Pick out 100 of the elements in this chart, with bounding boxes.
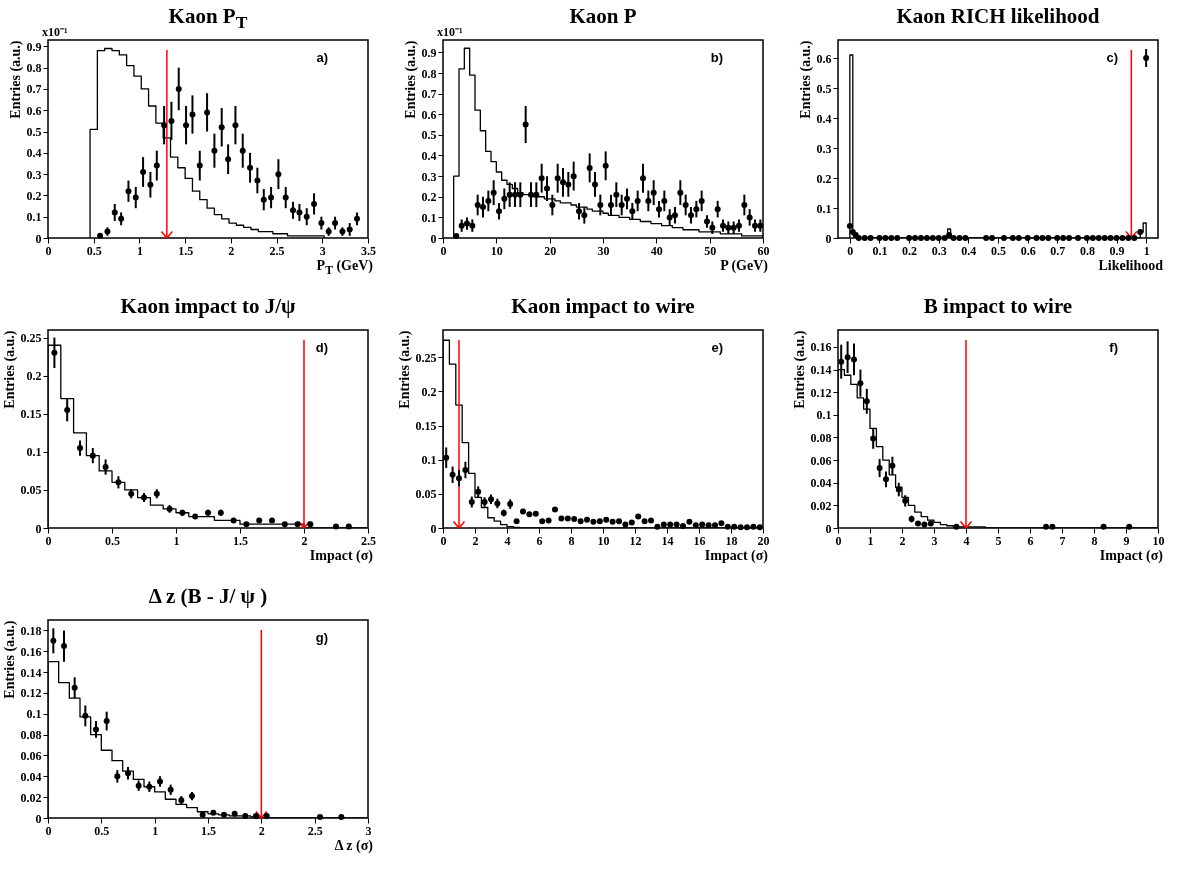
x-axis-title: P (GeV)	[720, 258, 768, 274]
y-tick-label: 0.05	[415, 487, 437, 502]
x-tick-label: 0	[440, 533, 447, 548]
y-tick-label: 0.14	[810, 363, 832, 378]
x-tick-label: 0.7	[1050, 243, 1066, 258]
x-tick-label: 1.5	[201, 823, 216, 838]
x-tick-label: 10	[597, 533, 610, 548]
y-tick-label: 0.05	[20, 483, 42, 498]
y-tick-label: 0.2	[421, 190, 437, 205]
x-tick-label: 0.2	[902, 243, 918, 258]
x-tick-label: 1.5	[178, 243, 194, 258]
y-tick-label: 0.06	[20, 748, 42, 763]
y-tick-label: 0.5	[816, 81, 832, 96]
y-tick-label: 0	[430, 231, 437, 246]
x-tick-label: 0	[45, 533, 52, 548]
y-tick-label: 0.04	[810, 476, 832, 491]
chart-title: B impact to wire	[922, 294, 1074, 319]
y-tick-label: 0.9	[421, 45, 437, 60]
y-tick-label: 0	[35, 811, 42, 826]
chart-title: Kaon impact to wire	[510, 294, 696, 319]
y-tick-label: 0.4	[816, 111, 832, 126]
annotation: b)	[710, 50, 723, 65]
x-tick-label: 0.8	[1079, 243, 1095, 258]
x-tick-label: 20	[757, 533, 770, 548]
y-tick-label: 0.12	[20, 686, 42, 701]
y-tick-label: 0.1	[421, 453, 437, 468]
x-tick-label: 2	[258, 823, 265, 838]
y-tick-label: 0.12	[810, 385, 832, 400]
y-axis-title: Entries (a.u.)	[1, 330, 18, 409]
y-tick-label: 0.18	[20, 623, 42, 638]
y-tick-label: 0.2	[816, 171, 832, 186]
y-tick-label: 0.1	[816, 408, 832, 423]
x-tick-label: 6	[1027, 533, 1034, 548]
x-tick-label: 1	[867, 533, 874, 548]
y-tick-label: 0.3	[421, 169, 437, 184]
x-tick-label: 0	[45, 823, 52, 838]
chart-title: Kaon P$_{T}$	[168, 4, 248, 33]
x-axis-title: Impact (σ)	[309, 548, 373, 564]
x-tick-label: 4	[504, 533, 511, 548]
x-tick-label: 0.4	[961, 243, 977, 258]
x-tick-label: 10	[1152, 533, 1165, 548]
x-tick-label: 7	[1059, 533, 1066, 548]
x-tick-label: 0.5	[991, 243, 1006, 258]
y-tick-label: 0.02	[810, 498, 832, 513]
y-tick-label: 0.08	[20, 728, 42, 743]
chart-title: Kaon P	[569, 4, 637, 28]
y-tick-label: 0	[430, 521, 437, 536]
x-tick-label: 10	[490, 243, 503, 258]
y-tick-label: 0.2	[421, 384, 437, 399]
x-tick-label: 9	[1123, 533, 1130, 548]
x-tick-label: 40	[650, 243, 663, 258]
y-tick-label: 0.2	[26, 369, 42, 384]
y-tick-label: 0.6	[26, 103, 42, 118]
y-tick-label: 0.6	[421, 107, 437, 122]
x-tick-label: 0.5	[105, 533, 120, 548]
x-tick-label: 12	[629, 533, 642, 548]
annotation: a)	[316, 50, 328, 65]
y-tick-label: 0.3	[26, 167, 42, 182]
text: x10⁻¹	[437, 25, 463, 39]
x-tick-label: 1	[173, 533, 180, 548]
annotation: c)	[1106, 50, 1118, 65]
y-axis-title: Entries (a.u.)	[791, 330, 808, 409]
x-tick-label: 0.3	[931, 243, 947, 258]
x-axis-title: Impact (σ)	[1099, 548, 1163, 564]
y-tick-label: 0.2	[26, 188, 42, 203]
x-tick-label: 3	[365, 823, 372, 838]
x-tick-label: 20	[544, 243, 557, 258]
y-axis-title: Entries (a.u.)	[396, 330, 413, 409]
y-tick-label: 0.1	[26, 707, 42, 722]
x-tick-label: 2.5	[307, 823, 323, 838]
y-axis-title: Entries (a.u.)	[797, 40, 814, 119]
x-tick-label: 0.9	[1109, 243, 1125, 258]
y-tick-label: 0.08	[810, 430, 832, 445]
y-tick-label: 0.1	[816, 201, 832, 216]
x-tick-label: 14	[661, 533, 674, 548]
x-tick-label: 5	[995, 533, 1002, 548]
x-tick-label: 0	[440, 243, 447, 258]
chart-title: Δ z (B - J/ ψ )	[147, 584, 269, 609]
x-tick-label: 2	[899, 533, 906, 548]
x-tick-label: 0.6	[1020, 243, 1036, 258]
x-tick-label: 30	[597, 243, 610, 258]
x-tick-label: 1	[152, 823, 159, 838]
x-tick-label: 1	[1143, 243, 1150, 258]
y-axis-title: Entries (a.u.)	[7, 40, 24, 119]
y-tick-label: 0.04	[20, 769, 42, 784]
x-tick-label: 3	[931, 533, 938, 548]
y-axis-title: Entries (a.u.)	[402, 40, 419, 119]
y-tick-label: 0.02	[20, 790, 42, 805]
y-tick-label: 0.5	[421, 128, 437, 143]
y-tick-label: 0.16	[810, 340, 832, 355]
y-tick-label: 0.06	[810, 453, 832, 468]
y-tick-label: 0.9	[26, 39, 42, 54]
x-tick-label: 3	[319, 243, 326, 258]
x-tick-label: 16	[693, 533, 706, 548]
x-tick-label: 0	[847, 243, 854, 258]
annotation: e)	[711, 340, 723, 355]
x-tick-label: 8	[568, 533, 575, 548]
x-tick-label: 4	[963, 533, 970, 548]
y-tick-label: 0.6	[816, 51, 832, 66]
y-tick-label: 0.8	[26, 61, 42, 76]
